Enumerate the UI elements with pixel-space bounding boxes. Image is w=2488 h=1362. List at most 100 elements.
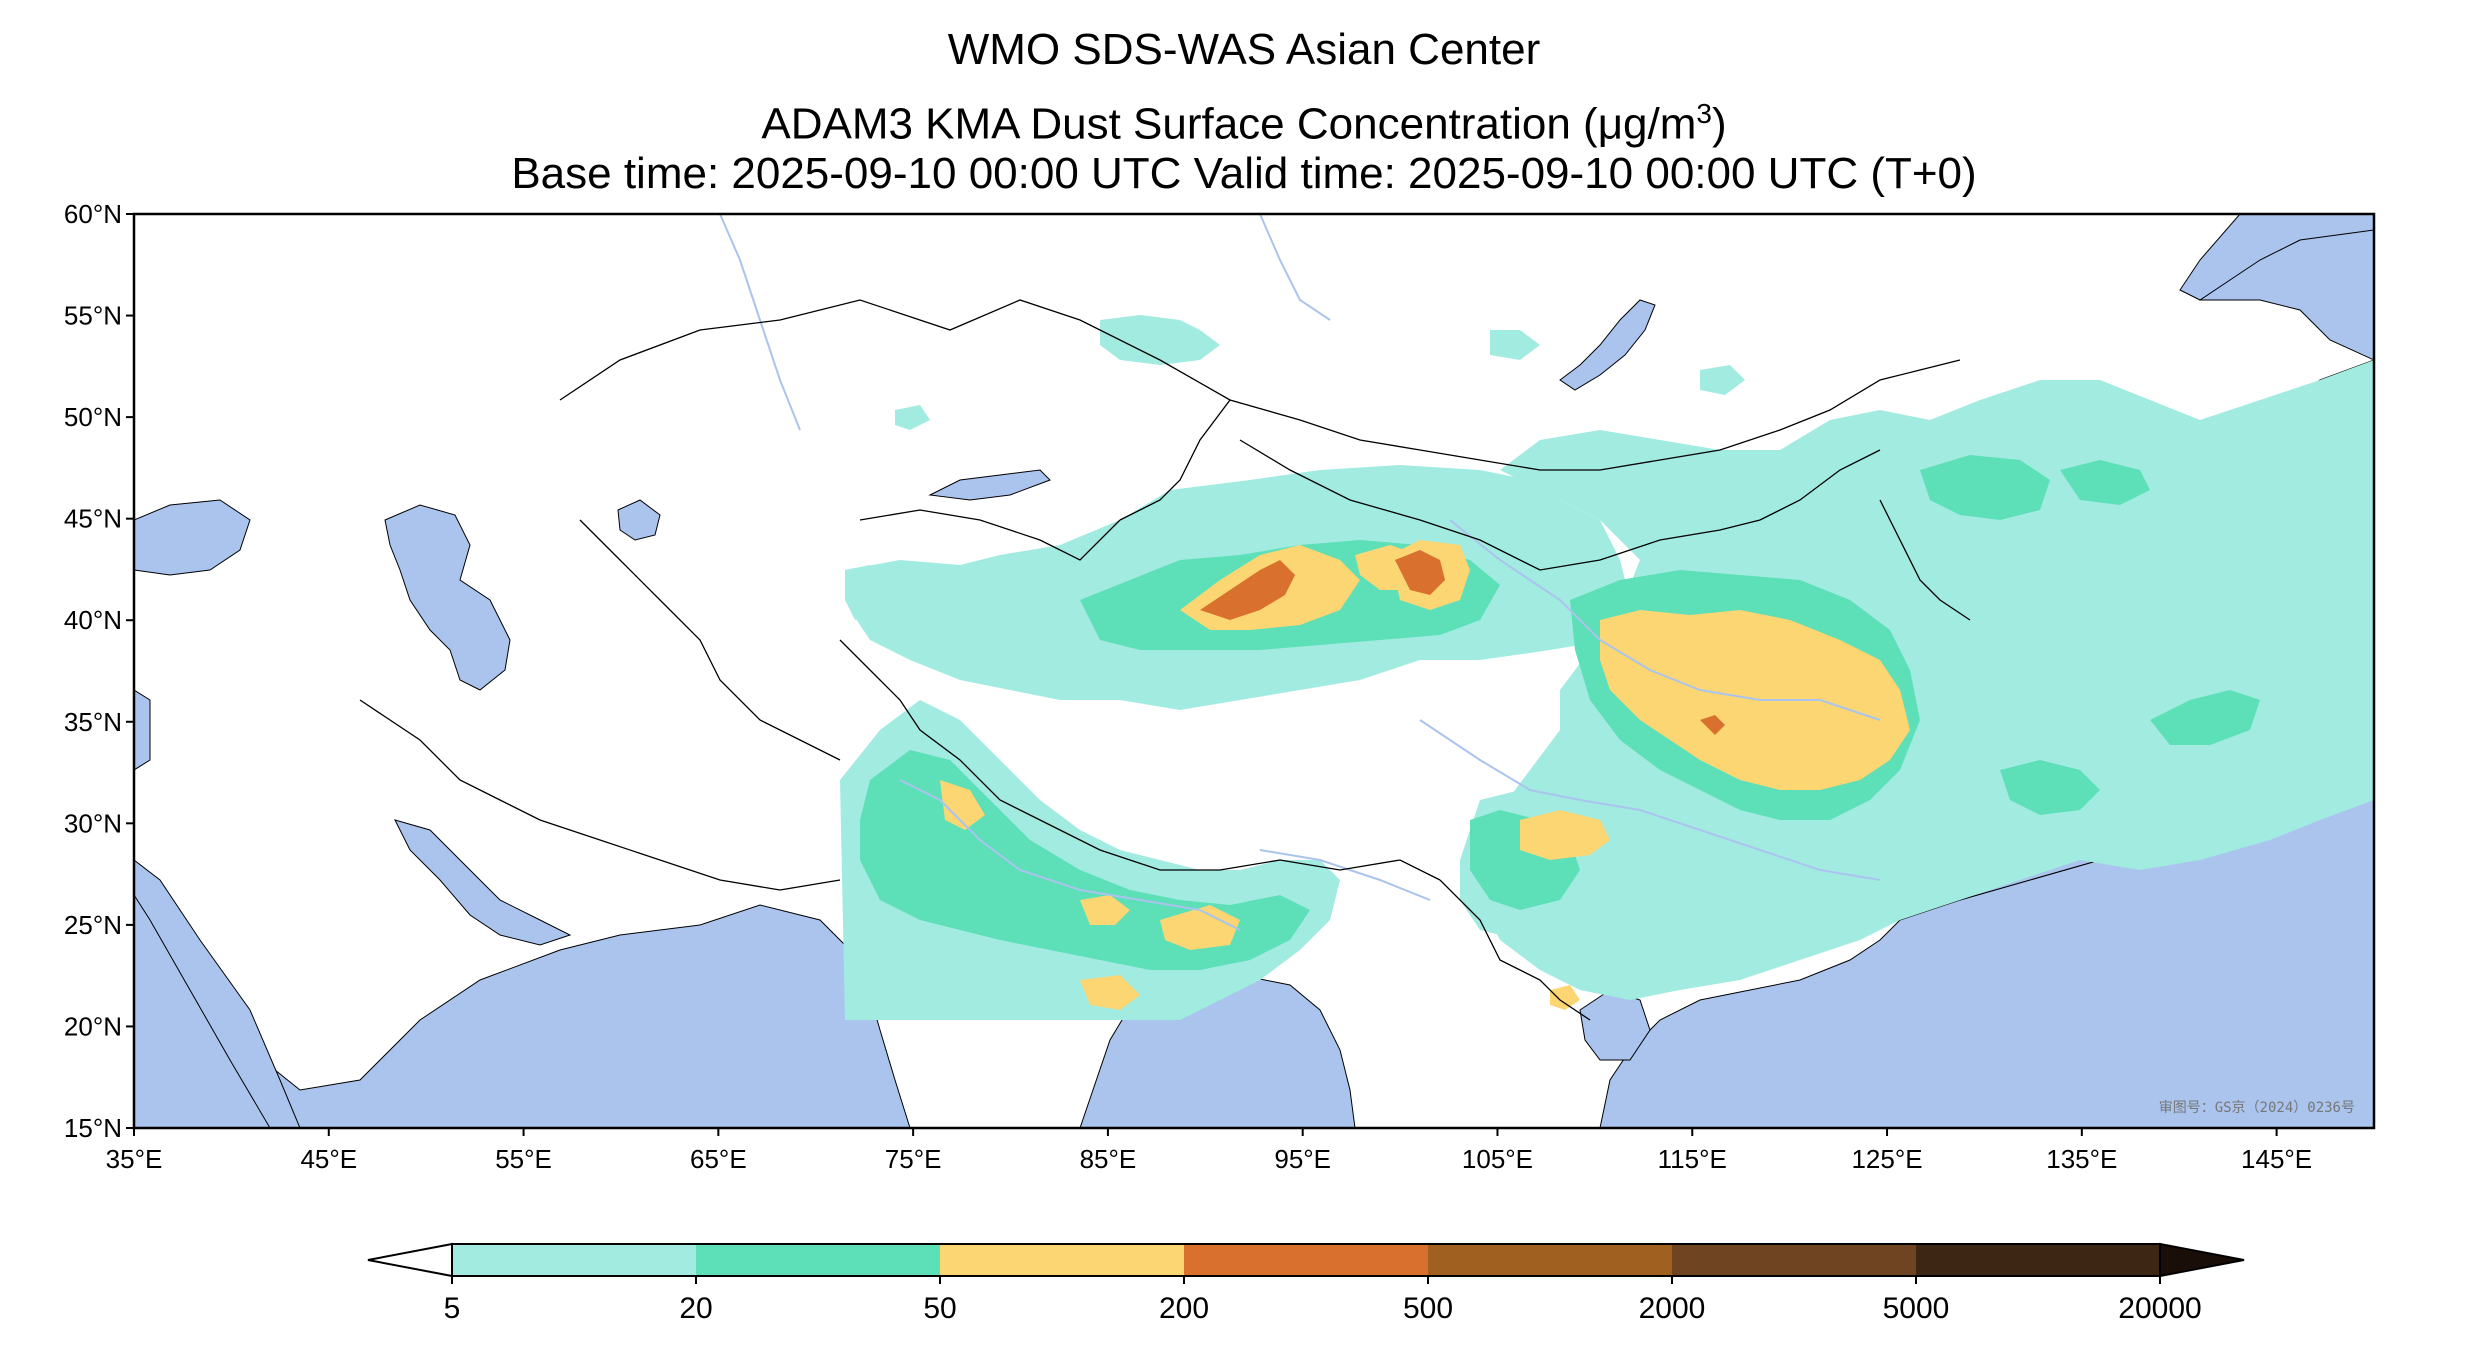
north-pacific-top bbox=[2179, 214, 2374, 301]
border-himalaya bbox=[1039, 819, 1441, 881]
colorbar-swatch bbox=[696, 1244, 940, 1276]
river-yenisei bbox=[1259, 214, 1331, 321]
contour-altai-patch bbox=[1100, 315, 1220, 365]
border-myanmar-china bbox=[1439, 879, 1591, 1021]
contour-north-china-peak bbox=[1700, 715, 1725, 735]
subtitle-close: ) bbox=[1711, 99, 1727, 149]
time-info: Base time: 2025-09-10 00:00 UTC Valid ti… bbox=[511, 149, 1977, 198]
river-ob bbox=[719, 214, 801, 431]
map-subtitle: ADAM3 KMA Dust Surface Concentration (μg… bbox=[0, 88, 2488, 151]
river-ganges bbox=[899, 779, 1241, 931]
border-russia-south bbox=[559, 299, 1961, 471]
colorbar-swatch bbox=[1428, 1244, 1672, 1276]
caspian-sea bbox=[384, 504, 511, 691]
lon-tick-label: 125°E bbox=[1851, 1144, 1922, 1174]
colorbar-under-arrow bbox=[367, 1242, 453, 1278]
river-yellow bbox=[1449, 519, 1881, 721]
contour-pacific-mid bbox=[2150, 690, 2260, 745]
red-sea bbox=[134, 859, 301, 1128]
lon-tick-label: 55°E bbox=[495, 1144, 552, 1174]
black-sea bbox=[134, 499, 251, 576]
colorbar-swatch bbox=[1672, 1244, 1916, 1276]
colorbar-frame bbox=[451, 1243, 2161, 1277]
river-yangtze bbox=[1419, 719, 1881, 881]
colorbar-level-label: 2000 bbox=[1639, 1292, 1706, 1325]
map-title: WMO SDS-WAS Asian Center bbox=[947, 25, 1541, 74]
colorbar-level-label: 20 bbox=[679, 1292, 712, 1325]
contour-taklamakan-peak bbox=[1200, 560, 1295, 620]
subtitle-text: ADAM3 KMA Dust Surface Concentration ( bbox=[761, 99, 1598, 149]
colorbar-level-label: 200 bbox=[1159, 1292, 1209, 1325]
colorbar-level-label: 20000 bbox=[2118, 1292, 2201, 1325]
subtitle-unit-exponent: 3 bbox=[1696, 98, 1712, 129]
mediterranean-sea bbox=[134, 689, 151, 771]
border-central-asia bbox=[859, 509, 1121, 561]
lon-tick-label: 65°E bbox=[690, 1144, 747, 1174]
contour-sichuan-high bbox=[1520, 810, 1610, 860]
colorbar: 5 20 50 200 500 2000 5000 20000 bbox=[367, 1242, 2245, 1325]
longitude-axis: 35°E 45°E 55°E 65°E 75°E 85°E 95°E 105°E 115°E 12… bbox=[106, 1128, 2312, 1174]
lat-tick-label: 50°N bbox=[64, 402, 122, 432]
lon-tick-label: 45°E bbox=[300, 1144, 357, 1174]
persian-gulf bbox=[394, 819, 572, 946]
lon-tick-label: 75°E bbox=[885, 1144, 942, 1174]
contour-manchuria-mid bbox=[1920, 455, 2050, 520]
lon-tick-label: 35°E bbox=[106, 1144, 163, 1174]
lon-tick-label: 105°E bbox=[1462, 1144, 1533, 1174]
border-layer bbox=[359, 299, 1971, 1021]
lat-tick-label: 45°N bbox=[64, 504, 122, 534]
border-china-korea bbox=[1879, 499, 1971, 621]
colorbar-swatch bbox=[452, 1244, 696, 1276]
lat-tick-label: 60°N bbox=[64, 199, 122, 229]
lat-tick-label: 35°N bbox=[64, 707, 122, 737]
border-mongolia-south bbox=[1239, 439, 1881, 571]
lon-tick-label: 115°E bbox=[1658, 1144, 1727, 1174]
colorbar-level-label: 500 bbox=[1403, 1292, 1453, 1325]
border-china-kazakh bbox=[1119, 399, 1231, 521]
border-pakistan-india bbox=[839, 639, 1041, 821]
lon-tick-label: 85°E bbox=[1080, 1144, 1137, 1174]
aral-sea bbox=[617, 499, 661, 541]
contour-hami-peak bbox=[1395, 550, 1445, 595]
map-frame bbox=[132, 212, 2376, 1130]
contour-fergana-patch bbox=[845, 565, 880, 620]
colorbar-swatch bbox=[1916, 1244, 2160, 1276]
lon-tick-label: 145°E bbox=[2241, 1144, 2312, 1174]
border-iran-afghan bbox=[579, 519, 841, 761]
map-area bbox=[134, 214, 2374, 1128]
dust-contours bbox=[840, 315, 2374, 1020]
subtitle-unit: μg/m bbox=[1597, 99, 1697, 149]
colorbar-swatch bbox=[940, 1244, 1184, 1276]
contour-bengal-high bbox=[1160, 905, 1240, 950]
contour-odisha-high bbox=[1080, 975, 1140, 1010]
contour-punjab-high bbox=[940, 780, 985, 830]
border-middle-east bbox=[359, 699, 841, 891]
contour-japan-mid bbox=[2000, 760, 2100, 815]
contour-level-200 bbox=[1200, 550, 1725, 735]
lake-baikal bbox=[1559, 299, 1656, 391]
lon-tick-label: 95°E bbox=[1274, 1144, 1331, 1174]
contour-east-patch-1 bbox=[1700, 365, 1745, 395]
lat-tick-label: 55°N bbox=[64, 301, 122, 331]
colorbar-level-label: 5000 bbox=[1883, 1292, 1950, 1325]
lat-tick-label: 30°N bbox=[64, 808, 122, 838]
map-credit: 审图号：GS京（2024）0236号 bbox=[2159, 1100, 2355, 1116]
river-layer bbox=[719, 214, 1881, 931]
colorbar-level-label: 5 bbox=[444, 1292, 461, 1325]
lon-tick-label: 135°E bbox=[2046, 1144, 2117, 1174]
contour-sayan-patch bbox=[1490, 330, 1540, 360]
contour-kazakh-patch bbox=[895, 405, 930, 430]
latitude-axis: 60°N 55°N 50°N 45°N 40°N 35°N 30°N 25°N 20°N 15°N bbox=[64, 199, 134, 1143]
lat-tick-label: 20°N bbox=[64, 1011, 122, 1041]
lake-balkhash bbox=[928, 469, 1051, 501]
colorbar-level-label: 50 bbox=[923, 1292, 956, 1325]
contour-east-asia-outer bbox=[1480, 360, 2374, 1000]
colorbar-swatch bbox=[1184, 1244, 1428, 1276]
lat-tick-label: 15°N bbox=[64, 1113, 122, 1143]
contour-far-east-mid bbox=[2060, 460, 2150, 505]
lat-tick-label: 40°N bbox=[64, 605, 122, 635]
contour-vietnam-high bbox=[1550, 985, 1580, 1010]
river-brahmaputra bbox=[1259, 849, 1431, 901]
colorbar-over-arrow bbox=[2159, 1242, 2245, 1278]
